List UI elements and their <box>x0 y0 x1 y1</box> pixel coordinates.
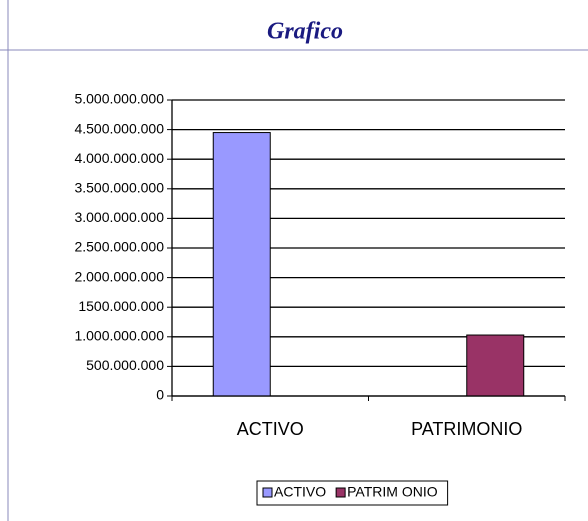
y-tick-label: 0 <box>156 387 164 403</box>
x-tick-label: ACTIVO <box>237 419 304 439</box>
y-tick-label: 2.500.000.000 <box>74 239 164 255</box>
legend-label: PATRIM ONIO <box>347 484 438 500</box>
y-tick-label: 1500.000.000 <box>78 298 164 314</box>
chart-title: Grafico <box>267 19 343 45</box>
legend-box <box>256 480 449 506</box>
y-tick-label: 500.000.000 <box>86 357 164 373</box>
y-tick-label: 4.000.000.000 <box>74 150 164 166</box>
bar <box>212 132 271 397</box>
y-tick-label: 2.000.000.000 <box>74 268 164 284</box>
legend-swatch <box>262 487 273 498</box>
legend-label: ACTIVO <box>274 484 326 500</box>
legend-swatch <box>335 487 346 498</box>
y-tick-label: 1.000.000.000 <box>74 328 164 344</box>
bar <box>466 334 525 397</box>
y-tick-label: 5.000.000.000 <box>74 91 164 107</box>
y-tick-label: 4.500.000.000 <box>74 120 164 136</box>
x-tick-label: PATRIMONIO <box>411 419 522 439</box>
y-tick-label: 3.000.000.000 <box>74 209 164 225</box>
y-tick-label: 3.500.000.000 <box>74 180 164 196</box>
